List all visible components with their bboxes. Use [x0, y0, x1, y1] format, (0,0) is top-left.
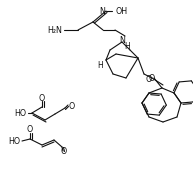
Text: O: O [27, 125, 33, 134]
Text: H₂N: H₂N [47, 26, 62, 35]
Text: O: O [61, 147, 67, 156]
Text: O: O [39, 93, 45, 102]
Text: O: O [146, 75, 152, 84]
Text: HO: HO [8, 136, 20, 145]
Text: N: N [99, 6, 105, 15]
Text: HO: HO [14, 109, 26, 118]
Text: O: O [149, 73, 155, 82]
Text: N: N [119, 35, 125, 44]
Text: H: H [124, 42, 130, 51]
Text: OH: OH [116, 6, 128, 15]
Text: O: O [68, 102, 74, 111]
Text: H: H [97, 60, 103, 69]
